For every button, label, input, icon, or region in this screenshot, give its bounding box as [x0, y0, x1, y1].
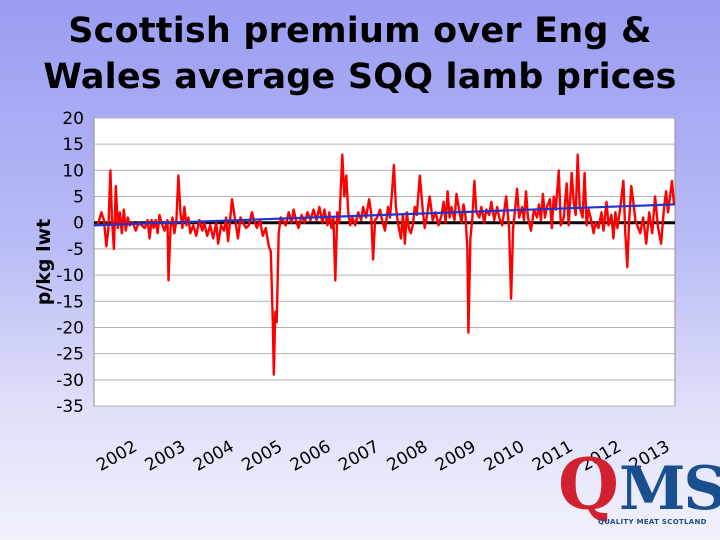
y-tick-label: 15	[62, 135, 84, 155]
x-tick-label: 2005	[239, 437, 286, 476]
title-line-1: Scottish premium over Eng &	[68, 11, 652, 51]
title-line-2: Wales average SQQ lamb prices	[43, 57, 677, 97]
y-tick-label: -25	[56, 345, 84, 365]
y-tick-label: 10	[62, 161, 84, 181]
y-tick-label: -15	[56, 292, 84, 312]
y-tick-label: -10	[56, 266, 84, 286]
x-tick-label: 2004	[190, 437, 237, 476]
x-tick-label: 2007	[335, 437, 382, 476]
x-tick-label: 2002	[93, 437, 140, 476]
x-tick-label: 2003	[142, 437, 189, 476]
trend-line	[93, 203, 676, 227]
logo-tagline: QUALITY MEAT SCOTLAND	[598, 518, 707, 526]
y-tick-label: -35	[56, 397, 84, 417]
x-tick-label: 2009	[432, 437, 479, 476]
qms-logo: QMS QUALITY MEAT SCOTLAND	[558, 443, 720, 536]
chart-title: Scottish premium over Eng & Wales averag…	[0, 8, 720, 100]
y-tick-label: -5	[67, 240, 84, 260]
x-tick-label: 2008	[384, 437, 431, 476]
y-axis-label: p/kg lwt	[33, 219, 55, 306]
y-tick-label: 20	[62, 109, 84, 129]
y-tick-label: -30	[56, 371, 84, 391]
y-tick-label: 5	[73, 188, 84, 208]
x-tick-label: 2006	[287, 437, 334, 476]
y-tick-label: -20	[56, 318, 84, 338]
premium-series-line	[93, 153, 676, 376]
logo-mark: QMS	[558, 443, 720, 526]
plot-area	[93, 117, 676, 407]
y-tick-label: 0	[73, 214, 84, 234]
x-tick-label: 2010	[481, 437, 528, 476]
